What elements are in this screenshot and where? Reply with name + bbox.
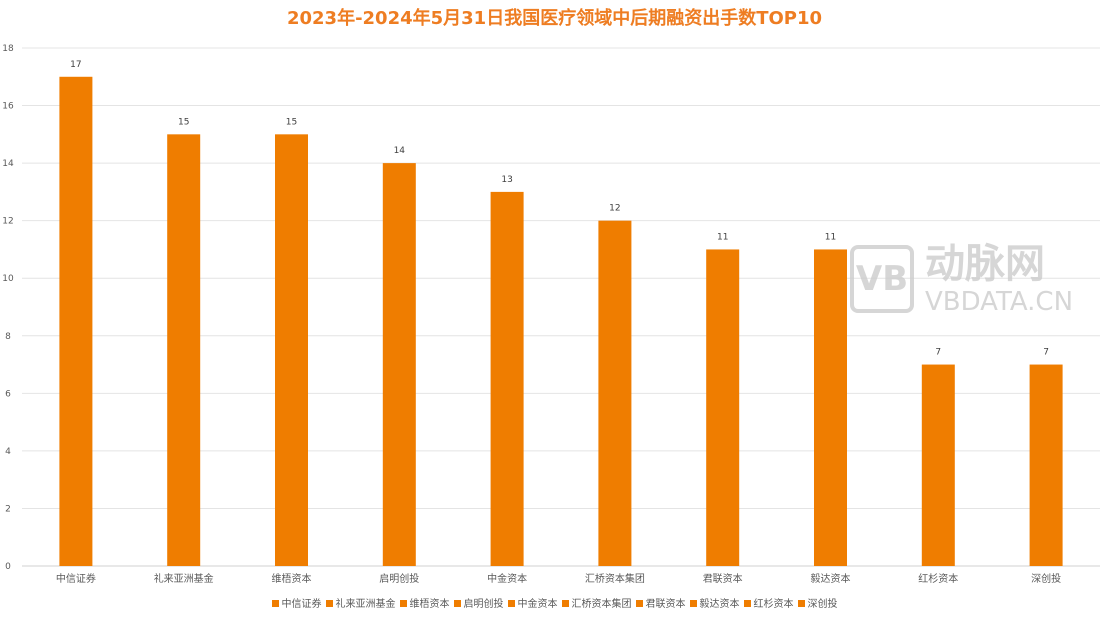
x-tick-label: 深创投 bbox=[1031, 572, 1061, 585]
bar bbox=[382, 163, 416, 566]
legend-item: 毅达资本 bbox=[689, 595, 740, 610]
x-tick-label: 礼来亚洲基金 bbox=[154, 572, 214, 585]
data-label: 12 bbox=[609, 204, 620, 214]
legend-label: 君联资本 bbox=[645, 599, 686, 610]
data-label: 15 bbox=[178, 117, 189, 127]
legend-item: 深创投 bbox=[797, 595, 838, 610]
legend-swatch bbox=[325, 600, 333, 607]
legend-label: 汇桥资本集团 bbox=[571, 599, 632, 610]
legend-item: 启明创投 bbox=[453, 595, 504, 610]
x-tick-label: 红杉资本 bbox=[918, 572, 958, 585]
y-tick-label: 10 bbox=[2, 274, 14, 284]
y-tick-label: 0 bbox=[5, 562, 11, 572]
y-tick-label: 4 bbox=[5, 447, 11, 457]
bar bbox=[59, 76, 93, 567]
legend-swatch bbox=[561, 600, 569, 607]
y-tick-label: 12 bbox=[2, 217, 13, 227]
legend-swatch bbox=[399, 600, 407, 607]
bar bbox=[706, 249, 740, 566]
chart-title: 2023年-2024年5月31日我国医疗领域中后期融资出手数TOP10 bbox=[286, 8, 823, 29]
x-tick-label: 维梧资本 bbox=[272, 572, 312, 585]
x-tick-label: 君联资本 bbox=[703, 572, 743, 585]
y-tick-label: 18 bbox=[2, 44, 14, 54]
data-label: 7 bbox=[935, 348, 941, 358]
watermark-cn: 动脉网 bbox=[925, 241, 1045, 287]
bar bbox=[1029, 364, 1063, 566]
x-tick-label: 毅达资本 bbox=[811, 572, 851, 585]
legend-swatch bbox=[689, 600, 697, 607]
x-tick-label: 中金资本 bbox=[487, 572, 527, 585]
bar bbox=[167, 134, 201, 567]
data-label: 14 bbox=[394, 146, 406, 156]
legend: 中信证券 礼来亚洲基金 维梧资本 启明创投 中金资本 汇桥资本集团 君联资本 毅达资本 红杉资本… bbox=[0, 595, 1109, 610]
watermark-logo: VB bbox=[850, 245, 914, 313]
legend-label: 维梧资本 bbox=[409, 599, 450, 610]
data-label: 7 bbox=[1043, 348, 1049, 358]
legend-label: 中信证券 bbox=[281, 599, 322, 610]
legend-item: 中金资本 bbox=[507, 595, 558, 610]
data-label: 15 bbox=[286, 117, 297, 127]
x-tick-label: 启明创投 bbox=[379, 572, 419, 585]
legend-label: 毅达资本 bbox=[699, 599, 740, 610]
x-tick-label: 中信证券 bbox=[56, 572, 96, 585]
data-label: 11 bbox=[717, 232, 728, 242]
bar bbox=[921, 364, 955, 566]
legend-swatch bbox=[797, 600, 805, 607]
bar bbox=[275, 134, 308, 567]
watermark: VB 动脉网 VBDATA.CN bbox=[850, 241, 1105, 320]
y-tick-label: 16 bbox=[2, 102, 14, 112]
legend-swatch bbox=[507, 600, 515, 607]
data-label: 11 bbox=[825, 232, 836, 242]
data-label: 13 bbox=[501, 175, 512, 185]
y-tick-label: 6 bbox=[5, 389, 11, 399]
y-tick-label: 8 bbox=[5, 332, 11, 342]
legend-label: 启明创投 bbox=[463, 599, 504, 610]
data-label: 17 bbox=[70, 60, 81, 70]
x-tick-label: 汇桥资本集团 bbox=[585, 572, 645, 585]
legend-item: 汇桥资本集团 bbox=[561, 595, 632, 610]
y-tick-label: 2 bbox=[5, 504, 11, 514]
legend-item: 礼来亚洲基金 bbox=[325, 595, 396, 610]
legend-item: 红杉资本 bbox=[743, 595, 794, 610]
legend-item: 君联资本 bbox=[635, 595, 686, 610]
watermark-en: VBDATA.CN bbox=[925, 287, 1074, 317]
legend-label: 中金资本 bbox=[517, 599, 558, 610]
legend-swatch bbox=[635, 600, 643, 607]
bar bbox=[490, 191, 524, 566]
legend-swatch bbox=[743, 600, 751, 607]
legend-swatch bbox=[453, 600, 461, 607]
legend-item: 中信证券 bbox=[271, 595, 322, 610]
y-tick-label: 14 bbox=[2, 159, 14, 169]
legend-item: 维梧资本 bbox=[399, 595, 450, 610]
legend-label: 礼来亚洲基金 bbox=[335, 599, 396, 610]
bar bbox=[598, 220, 632, 566]
bar bbox=[814, 249, 847, 566]
legend-swatch bbox=[271, 600, 279, 607]
legend-label: 深创投 bbox=[807, 599, 838, 610]
legend-label: 红杉资本 bbox=[753, 599, 794, 610]
